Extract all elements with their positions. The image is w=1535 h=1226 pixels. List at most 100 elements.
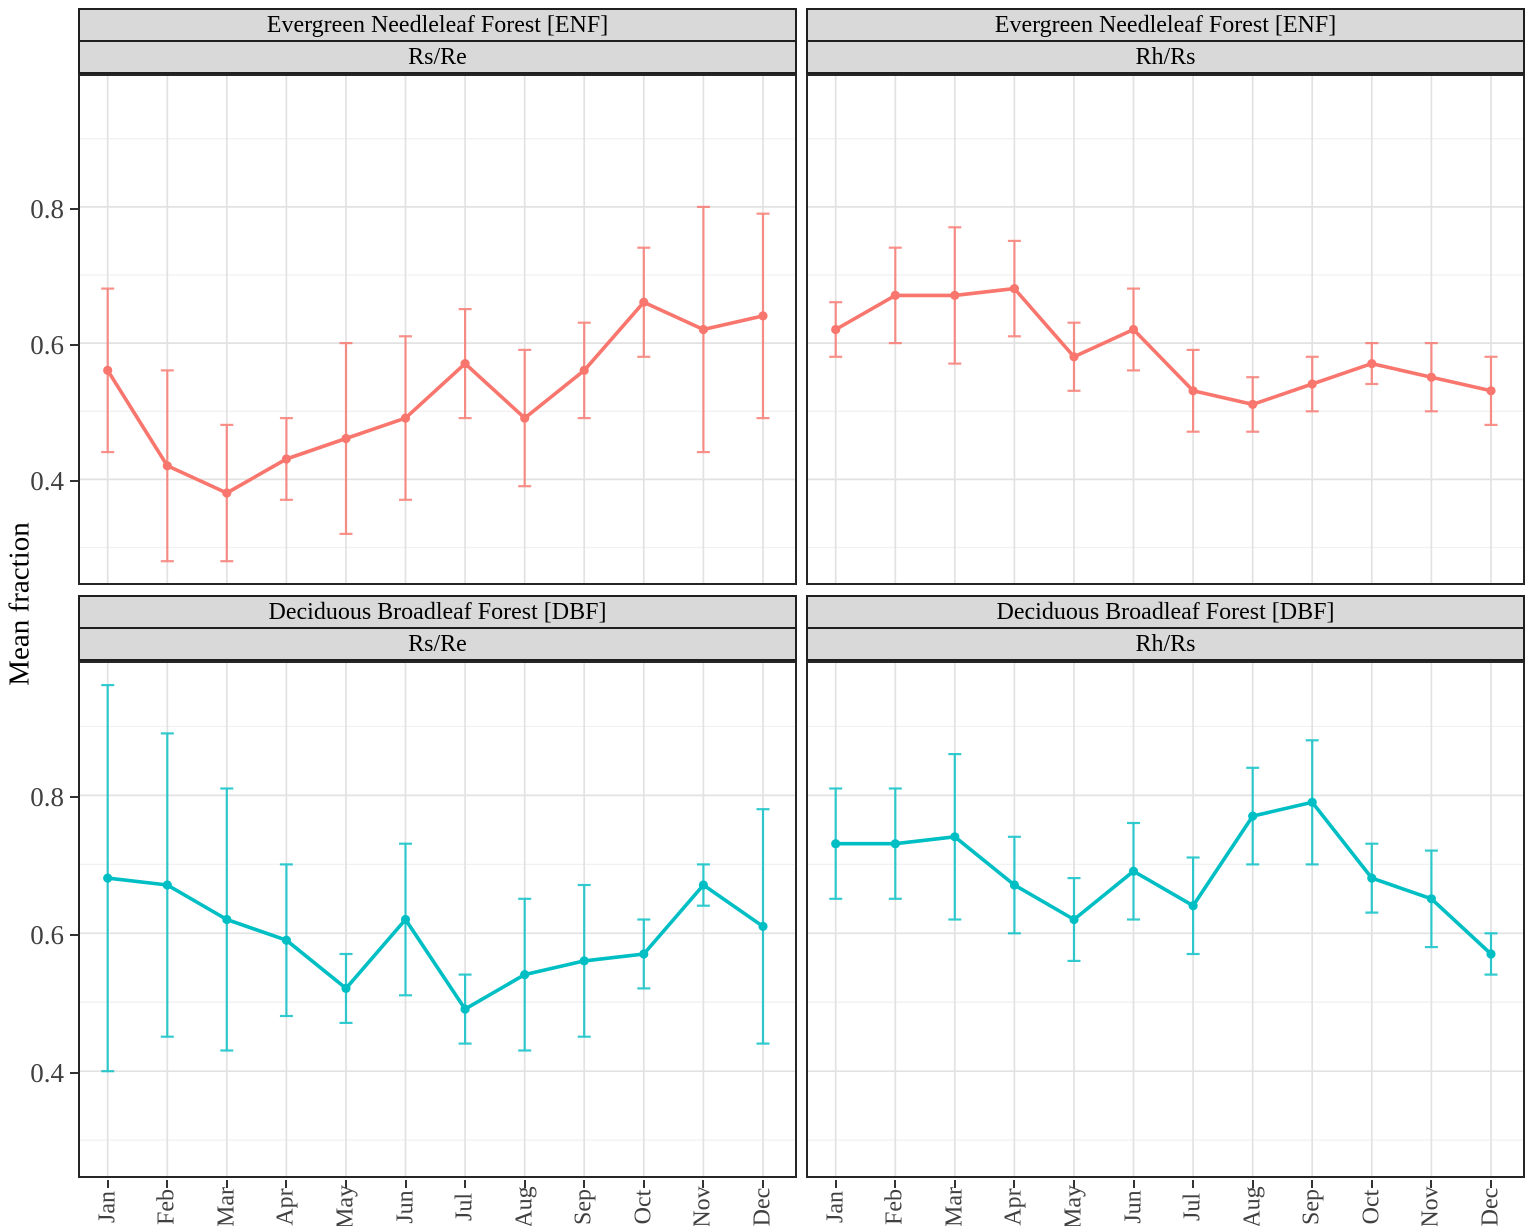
x-tick-label: Aug [1239, 1186, 1266, 1226]
x-tick-mark [166, 1180, 169, 1188]
data-point [162, 880, 172, 890]
data-point [950, 290, 960, 300]
data-point [1188, 901, 1198, 911]
data-point [1367, 873, 1377, 883]
x-tick-mark [834, 1180, 837, 1188]
data-point [1128, 324, 1139, 335]
data-point [162, 461, 172, 471]
data-point [400, 914, 411, 925]
panel-dbf-rhrs [806, 661, 1525, 1178]
data-point [1486, 949, 1496, 959]
data-point [400, 413, 411, 423]
x-tick-mark [404, 1180, 407, 1188]
panel-border [806, 661, 1525, 1178]
data-point [1426, 372, 1436, 382]
y-tick-label: 0.8 [30, 193, 64, 224]
series-line [106, 300, 764, 495]
y-tick-mark [70, 934, 78, 937]
series-line [835, 800, 1493, 956]
data-point [890, 839, 900, 849]
x-tick-mark [1430, 1180, 1433, 1188]
data-point [520, 970, 530, 980]
y-tick-label: 0.4 [30, 466, 64, 497]
x-tick-mark [1072, 1180, 1075, 1188]
y-tick-label: 0.6 [30, 330, 64, 361]
x-tick-label: Oct [1358, 1189, 1385, 1225]
x-tick-mark [523, 1180, 526, 1188]
data-point [103, 365, 113, 375]
data-point [1069, 914, 1079, 925]
x-tick-mark [106, 1180, 109, 1188]
facet-dbf-rhrs: Deciduous Broadleaf Forest [DBF] Rh/Rs [806, 595, 1525, 1178]
x-tick-label: Oct [630, 1189, 657, 1225]
x-tick-mark [225, 1180, 228, 1188]
data-point [103, 873, 113, 883]
facet-dbf-rsre: Deciduous Broadleaf Forest [DBF] Rs/Re [78, 595, 797, 1178]
series-line [107, 876, 765, 1011]
x-tick-label: Mar [213, 1187, 240, 1226]
x-tick-mark [464, 1180, 467, 1188]
x-tick-mark [1192, 1180, 1195, 1188]
data-point [1426, 894, 1436, 904]
x-tick-label: Sep [570, 1189, 597, 1225]
facet-strip-ratio: Rh/Rs [806, 40, 1525, 74]
data-point [890, 290, 900, 300]
data-point [950, 832, 960, 842]
x-tick-label: Jul [1179, 1192, 1206, 1222]
y-tick-label: 0.6 [30, 920, 64, 951]
x-tick-label: Apr [1000, 1188, 1027, 1226]
x-tick-mark [1311, 1180, 1314, 1188]
y-tick-mark [70, 1072, 78, 1075]
y-tick-mark [70, 796, 78, 799]
x-tick-label: Mar [941, 1187, 968, 1226]
x-tick-mark [583, 1180, 586, 1188]
data-point [1009, 284, 1019, 294]
panel-enf-rhrs [806, 74, 1525, 585]
data-point [831, 839, 841, 849]
x-tick-mark [1132, 1180, 1135, 1188]
data-point [460, 359, 470, 369]
data-point [1009, 880, 1019, 890]
panel-border [806, 74, 1525, 585]
data-point [1188, 386, 1198, 396]
x-tick-label: Sep [1298, 1189, 1325, 1225]
facet-strip-forest: Evergreen Needleleaf Forest [ENF] [806, 8, 1525, 42]
x-tick-label: Jan [822, 1191, 849, 1223]
x-tick-label: Jul [451, 1192, 478, 1222]
data-point [1069, 352, 1079, 362]
facet-strip-ratio: Rh/Rs [806, 627, 1525, 661]
data-point [341, 983, 351, 993]
y-tick-mark [70, 344, 78, 347]
data-point [1307, 379, 1317, 389]
data-point [520, 413, 530, 423]
x-tick-label: Jan [94, 1191, 121, 1223]
y-tick-label: 0.4 [30, 1058, 64, 1089]
y-tick-mark [70, 207, 78, 210]
panel-border [78, 74, 797, 585]
data-point [579, 365, 589, 375]
data-point [460, 1004, 470, 1014]
facet-strip-forest: Evergreen Needleleaf Forest [ENF] [78, 8, 797, 42]
x-tick-label: Nov [689, 1186, 716, 1226]
y-tick-label: 0.8 [30, 782, 64, 813]
data-point [1248, 399, 1258, 409]
data-point [341, 433, 351, 444]
data-point [758, 921, 768, 931]
x-tick-label: Feb [881, 1189, 908, 1225]
data-point [639, 297, 649, 307]
facet-enf-rsre: Evergreen Needleleaf Forest [ENF] Rs/Re [78, 8, 797, 585]
facet-strip-ratio: Rs/Re [78, 40, 797, 74]
data-point [1307, 797, 1317, 807]
data-point [579, 956, 589, 966]
x-tick-label: Apr [272, 1188, 299, 1226]
data-point [1128, 866, 1139, 876]
x-tick-mark [1489, 1180, 1492, 1188]
data-point [758, 311, 768, 321]
x-tick-label: Feb [153, 1189, 180, 1225]
x-tick-mark [894, 1180, 897, 1188]
x-tick-label: Aug [511, 1186, 538, 1226]
x-tick-mark [1370, 1180, 1373, 1188]
data-point [698, 880, 709, 890]
data-point [1486, 386, 1496, 396]
x-tick-label: Dec [1477, 1187, 1504, 1226]
